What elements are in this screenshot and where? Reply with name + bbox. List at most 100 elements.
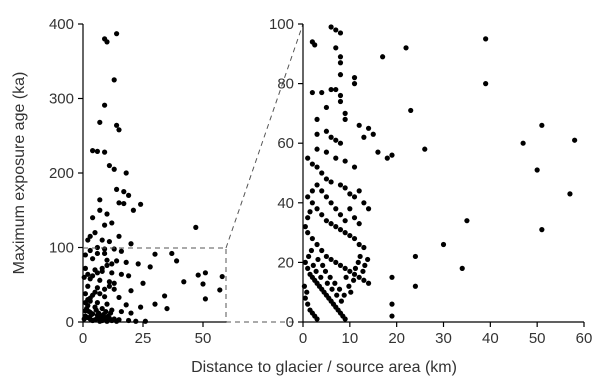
- right-data-point: [539, 122, 545, 128]
- right-data-point: [309, 89, 315, 96]
- left-data-point: [97, 291, 103, 297]
- left-data-point: [103, 308, 109, 315]
- left-data-point: [99, 265, 105, 271]
- left-data-point: [195, 272, 201, 278]
- right-data-point: [327, 274, 333, 280]
- left-data-point: [99, 237, 105, 243]
- right-data-point: [309, 235, 315, 242]
- right-data-point: [333, 224, 339, 230]
- right-data-point: [337, 98, 344, 105]
- right-data-point: [440, 241, 447, 248]
- right-data-point: [356, 122, 362, 128]
- left-data-point: [90, 215, 96, 221]
- left-data-point: [92, 230, 98, 236]
- right-data-point: [520, 140, 526, 146]
- right-data-point: [342, 316, 348, 322]
- right-data-point: [329, 286, 335, 292]
- right-data-point: [323, 149, 330, 155]
- left-data-point: [169, 250, 175, 257]
- left-data-point: [138, 304, 144, 310]
- left-data-point: [116, 200, 122, 206]
- right-y-tick-label: 60: [277, 135, 294, 152]
- right-data-point: [342, 158, 348, 164]
- left-data-point: [97, 207, 103, 213]
- left-data-point: [111, 246, 117, 252]
- right-data-point: [342, 265, 348, 271]
- left-data-point: [123, 170, 129, 176]
- left-data-point: [121, 200, 127, 207]
- right-data-point: [342, 116, 348, 122]
- left-data-point: [114, 31, 120, 37]
- left-data-point: [128, 288, 134, 294]
- left-data-point: [116, 233, 122, 239]
- left-data-point: [140, 280, 146, 286]
- left-data-point: [142, 318, 148, 324]
- right-data-point: [328, 256, 334, 263]
- right-data-point: [305, 301, 311, 307]
- left-data-point: [217, 287, 223, 293]
- right-data-point: [342, 230, 348, 236]
- right-data-point: [309, 161, 315, 167]
- left-data-point: [114, 122, 120, 128]
- right-data-point: [309, 188, 315, 194]
- right-data-point: [323, 218, 330, 224]
- right-data-point: [572, 137, 578, 143]
- right-data-point: [464, 218, 470, 224]
- right-data-point: [323, 104, 330, 111]
- right-data-point: [403, 45, 409, 51]
- left-data-point: [152, 301, 158, 307]
- left-data-point: [111, 166, 117, 172]
- right-data-point: [337, 140, 344, 146]
- left-data-point: [128, 241, 134, 247]
- right-data-point: [337, 212, 344, 218]
- right-data-point: [314, 131, 320, 137]
- right-data-point: [323, 253, 330, 260]
- left-data-point: [104, 301, 110, 307]
- left-x-tick-label: 0: [79, 330, 87, 347]
- right-data-point: [347, 232, 353, 239]
- right-data-point: [337, 182, 344, 188]
- right-data-point: [343, 274, 349, 280]
- left-data-point: [94, 250, 100, 257]
- right-data-point: [314, 206, 320, 212]
- left-data-point: [106, 283, 112, 289]
- left-data-point: [104, 262, 110, 268]
- right-data-point: [351, 194, 358, 200]
- left-data-point: [121, 189, 127, 195]
- right-data-point: [356, 188, 362, 194]
- right-data-point: [362, 262, 368, 268]
- right-data-point: [338, 298, 345, 304]
- right-data-point: [305, 194, 311, 200]
- right-data-point: [483, 81, 489, 87]
- right-data-point: [333, 137, 339, 143]
- left-data-point: [114, 186, 120, 192]
- left-x-tick-label: 50: [195, 330, 212, 347]
- right-data-point: [370, 131, 376, 137]
- right-data-point: [328, 221, 334, 227]
- right-data-point: [333, 206, 339, 212]
- right-data-point: [351, 235, 358, 242]
- left-data-point: [102, 102, 108, 108]
- right-data-point: [323, 128, 330, 134]
- right-data-point: [348, 289, 354, 295]
- left-data-point: [118, 248, 124, 254]
- left-data-point: [126, 273, 132, 279]
- left-y-tick-label: 300: [49, 91, 74, 108]
- right-data-point: [319, 89, 325, 96]
- right-data-point: [384, 155, 390, 161]
- left-data-point: [109, 270, 115, 276]
- left-data-point: [87, 233, 93, 239]
- left-y-tick-label: 0: [66, 314, 74, 331]
- right-data-point: [360, 268, 366, 274]
- zoom-box: [83, 247, 227, 322]
- left-data-point: [138, 201, 144, 207]
- left-data-point: [104, 257, 110, 263]
- left-data-point: [174, 258, 180, 264]
- left-data-point: [106, 162, 112, 169]
- left-data-point: [111, 77, 117, 83]
- left-panel: 0 25 50 0 100 200 300 400 Maximum exposure age …: [11, 16, 227, 347]
- left-data-point: [102, 246, 108, 252]
- right-data-point: [323, 176, 330, 182]
- right-data-point: [319, 170, 325, 176]
